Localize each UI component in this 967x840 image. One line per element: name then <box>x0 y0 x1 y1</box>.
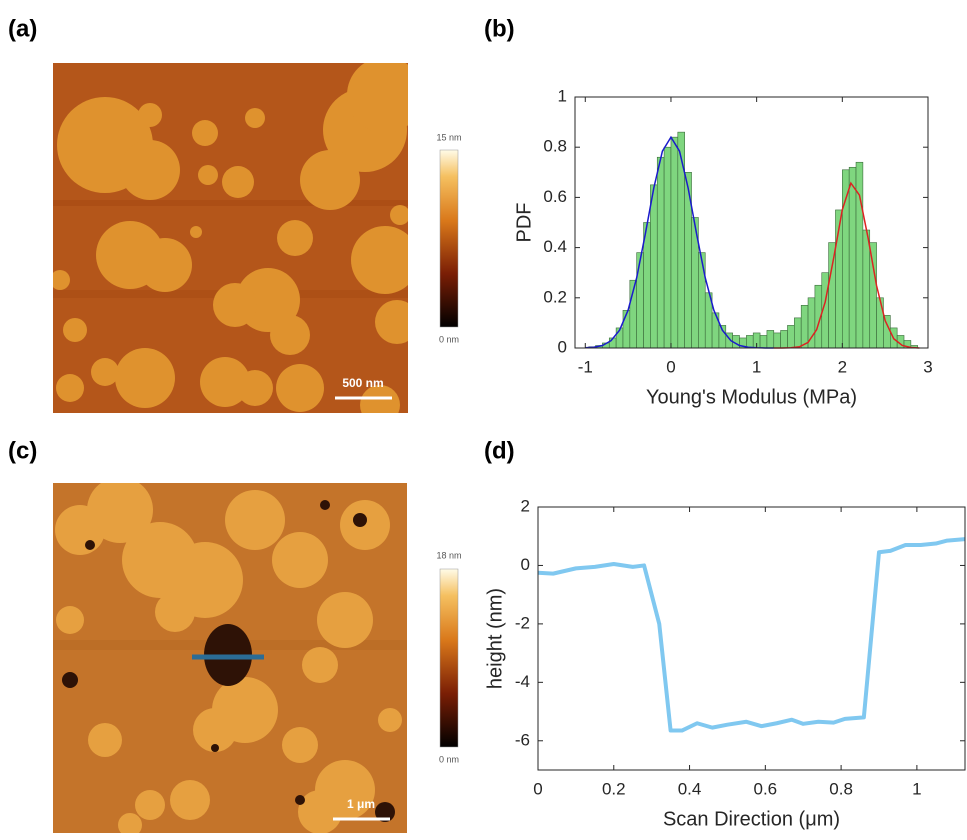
x-tick-label: 0 <box>666 357 675 376</box>
y-tick-label: -4 <box>515 672 530 691</box>
bar <box>828 242 836 349</box>
axes-box <box>537 506 966 771</box>
bar <box>800 305 809 349</box>
y-axis-label: height (nm) <box>484 588 506 689</box>
colorbar-min: 0 nm <box>439 334 459 344</box>
x-axis-label: Scan Direction (μm) <box>663 808 840 830</box>
panel-label: (c) <box>8 437 37 464</box>
x-tick-label: 0.8 <box>829 779 853 798</box>
bar <box>869 242 877 349</box>
bar <box>862 229 871 349</box>
fit-curve <box>773 181 920 349</box>
bar <box>848 166 857 349</box>
y-tick-label: -6 <box>515 730 530 749</box>
fit-curve <box>585 135 774 349</box>
bar <box>842 169 850 349</box>
y-tick-label: 0.8 <box>543 137 567 156</box>
x-tick-label: -1 <box>578 357 593 376</box>
scale-bar-label: 1 μm <box>347 797 375 811</box>
bar <box>780 330 788 349</box>
bar <box>698 252 706 349</box>
x-tick-label: 0 <box>533 779 542 798</box>
bar <box>656 156 665 349</box>
y-tick-label: 0.4 <box>543 237 567 256</box>
colorbar-min: 0 nm <box>439 754 459 764</box>
bar <box>759 335 768 349</box>
bar <box>650 184 658 349</box>
bar <box>876 297 884 349</box>
panel-label: (d) <box>484 437 515 464</box>
bar <box>794 317 802 349</box>
axes-box <box>574 96 929 349</box>
line <box>537 537 966 733</box>
x-tick-label: 3 <box>923 357 932 376</box>
bar <box>773 332 781 349</box>
colorbar-max: 15 nm <box>436 132 461 142</box>
y-tick-label: 0.6 <box>543 187 567 206</box>
afm-image <box>53 63 408 413</box>
bar <box>677 131 685 349</box>
bar <box>663 146 672 349</box>
x-tick-label: 1 <box>912 779 921 798</box>
y-tick-label: -2 <box>515 613 530 632</box>
bar <box>746 335 754 349</box>
x-tick-label: 0.6 <box>754 779 778 798</box>
scale-bar-label: 500 nm <box>342 376 383 390</box>
y-tick-label: 0 <box>521 555 530 574</box>
y-tick-label: 1 <box>558 86 567 105</box>
bar <box>855 161 864 349</box>
y-axis-label: PDF <box>513 203 535 243</box>
panel-label: (a) <box>8 15 37 42</box>
y-tick-label: 0 <box>558 337 567 356</box>
panel-label: (b) <box>484 15 515 42</box>
x-tick-label: 2 <box>838 357 847 376</box>
colorbar <box>439 149 459 328</box>
colorbar <box>439 568 459 748</box>
colorbar-max: 18 nm <box>436 550 461 560</box>
x-axis-label: Young's Modulus (MPa) <box>646 386 857 408</box>
x-tick-label: 0.2 <box>602 779 626 798</box>
y-tick-label: 0.2 <box>543 287 567 306</box>
bar <box>636 252 644 349</box>
x-tick-label: 1 <box>752 357 761 376</box>
bar <box>787 325 795 349</box>
y-tick-label: 2 <box>521 496 530 515</box>
x-tick-label: 0.4 <box>678 779 702 798</box>
bar <box>766 330 775 349</box>
afm-image <box>53 483 407 833</box>
bar <box>670 136 679 349</box>
